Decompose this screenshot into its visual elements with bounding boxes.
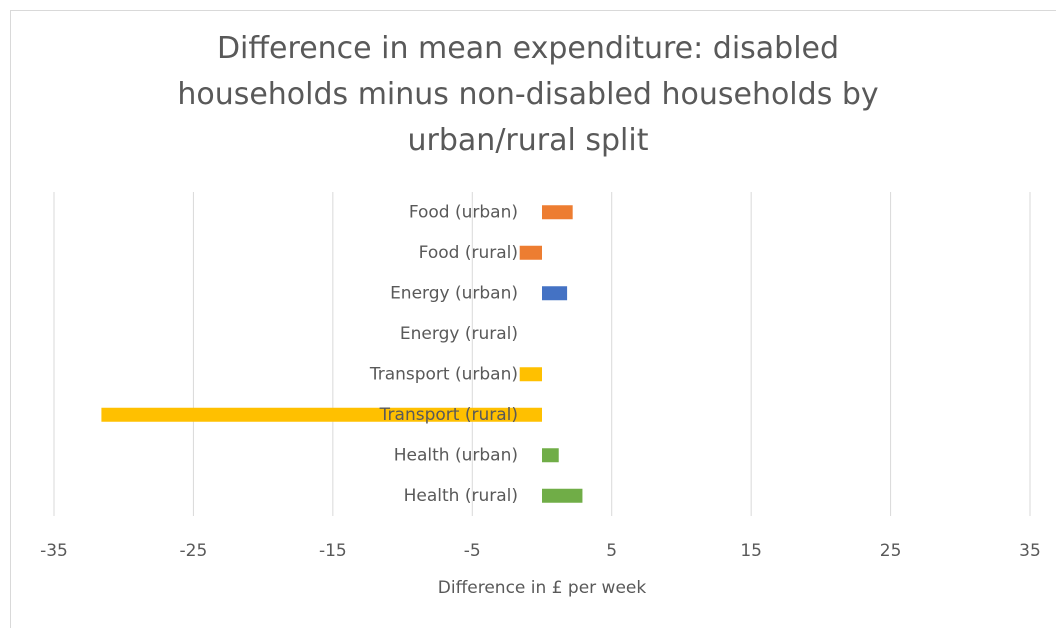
bar xyxy=(519,245,542,260)
bar xyxy=(101,407,543,422)
x-tick-label: -25 xyxy=(180,541,208,561)
x-tick-label: 5 xyxy=(606,541,617,561)
x-tick-label: -5 xyxy=(464,541,481,561)
bar xyxy=(542,286,568,301)
y-tick-label: Food (urban) xyxy=(409,202,518,222)
bar xyxy=(542,488,583,503)
y-tick-label: Transport (rural) xyxy=(379,405,518,425)
y-tick-label: Energy (rural) xyxy=(400,324,518,344)
y-tick-label: Transport (urban) xyxy=(369,364,518,384)
y-tick-label: Health (urban) xyxy=(394,445,518,465)
x-tick-label: 15 xyxy=(740,541,762,561)
chart-title: Difference in mean expenditure: disabled… xyxy=(177,31,879,158)
x-tick-label: 25 xyxy=(880,541,902,561)
bar xyxy=(519,367,542,382)
x-axis-title: Difference in £ per week xyxy=(438,578,647,598)
y-tick-label: Health (rural) xyxy=(404,486,518,506)
x-tick-label: -15 xyxy=(319,541,347,561)
x-tick-label: -35 xyxy=(40,541,68,561)
chart-border xyxy=(10,10,1056,628)
y-tick-label: Food (rural) xyxy=(419,243,518,263)
bar xyxy=(542,448,559,463)
bar xyxy=(542,205,573,220)
x-tick-label: 35 xyxy=(1019,541,1041,561)
y-tick-label: Energy (urban) xyxy=(390,283,518,303)
